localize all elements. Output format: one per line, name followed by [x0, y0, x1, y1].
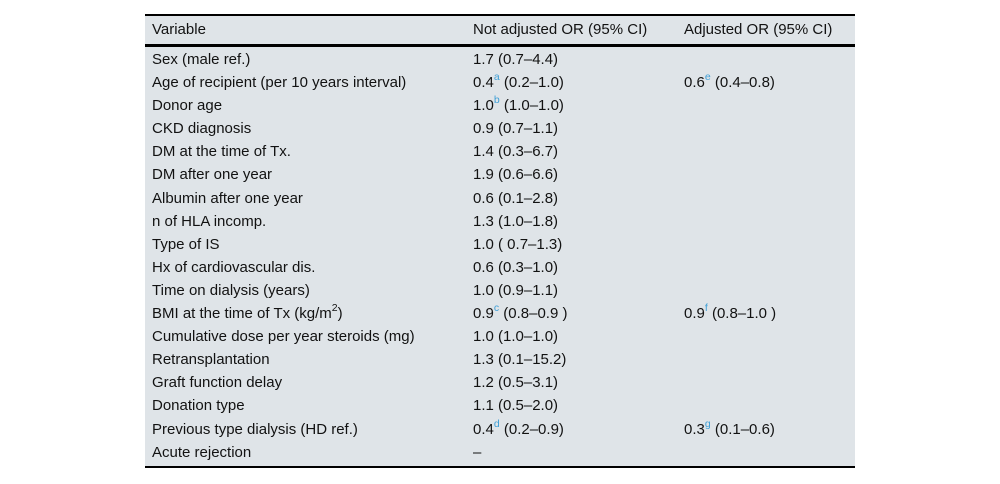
- cell-adjusted: [684, 394, 855, 417]
- table-row: BMI at the time of Tx (kg/m2) 0.9c (0.8–0…: [145, 302, 855, 325]
- cell-variable: BMI at the time of Tx (kg/m2): [152, 302, 343, 323]
- cell-not-adjusted: 1.0 (0.9–1.1): [473, 281, 559, 299]
- cell-variable: DM after one year: [152, 166, 273, 184]
- table-row: DM at the time of Tx. 1.4 (0.3–6.7): [145, 140, 855, 163]
- cell-not-adjusted: 1.7 (0.7–4.4): [473, 51, 559, 68]
- cell-variable: Acute rejection: [152, 443, 252, 461]
- table-row: Time on dialysis (years) 1.0 (0.9–1.1): [145, 279, 855, 302]
- table-row: Hx of cardiovascular dis. 0.6 (0.3–1.0): [145, 256, 855, 279]
- table-row: Cumulative dose per year steroids (mg) 1.…: [145, 325, 855, 348]
- cell-variable: Retransplantation: [152, 351, 270, 369]
- column-header-variable: Variable: [152, 21, 206, 38]
- cell-not-adjusted: 1.3 (0.1–15.2): [473, 351, 567, 369]
- cell-not-adjusted: 1.2 (0.5–3.1): [473, 374, 559, 392]
- cell-variable: Sex (male ref.): [152, 51, 251, 68]
- table-row: Acute rejection –: [145, 441, 855, 464]
- cell-adjusted: [684, 348, 855, 371]
- table-row: Age of recipient (per 10 years interval)…: [145, 71, 855, 94]
- table-row: Sex (male ref.) 1.7 (0.7–4.4): [145, 48, 855, 71]
- table-row: Type of IS 1.0 ( 0.7–1.3): [145, 233, 855, 256]
- table-row: n of HLA incomp. 1.3 (1.0–1.8): [145, 210, 855, 233]
- cell-adjusted: 0.6e (0.4–0.8): [684, 71, 775, 92]
- table-row: Donation type 1.1 (0.5–2.0): [145, 394, 855, 417]
- cell-not-adjusted: 1.9 (0.6–6.6): [473, 166, 559, 184]
- cell-adjusted: [684, 187, 855, 210]
- cell-adjusted: [684, 140, 855, 163]
- odds-ratio-table: Variable Not adjusted OR (95% CI) Adjust…: [145, 14, 855, 468]
- cell-adjusted: [684, 163, 855, 186]
- cell-adjusted: [684, 210, 855, 233]
- table-row: Previous type dialysis (HD ref.) 0.4d (0.…: [145, 418, 855, 441]
- cell-not-adjusted: 1.3 (1.0–1.8): [473, 212, 559, 230]
- cell-adjusted: [684, 441, 855, 464]
- cell-not-adjusted: 1.4 (0.3–6.7): [473, 143, 559, 161]
- table-body: Sex (male ref.) 1.7 (0.7–4.4) Age of recip…: [145, 47, 855, 466]
- cell-not-adjusted: 0.6 (0.3–1.0): [473, 258, 559, 276]
- cell-adjusted: [684, 371, 855, 394]
- cell-variable: Hx of cardiovascular dis.: [152, 258, 316, 276]
- table-row: Graft function delay 1.2 (0.5–3.1): [145, 371, 855, 394]
- cell-adjusted: [684, 233, 855, 256]
- cell-variable: Albumin after one year: [152, 189, 303, 207]
- cell-variable: DM at the time of Tx.: [152, 143, 291, 161]
- cell-variable: Age of recipient (per 10 years interval): [152, 74, 407, 92]
- cell-adjusted: [684, 279, 855, 302]
- column-header-adjusted-or: Adjusted OR (95% CI): [684, 21, 833, 38]
- cell-not-adjusted: 0.9c (0.8–0.9 ): [473, 302, 568, 323]
- cell-variable: n of HLA incomp.: [152, 212, 267, 230]
- table-row: Albumin after one year 0.6 (0.1–2.8): [145, 187, 855, 210]
- cell-not-adjusted: 1.1 (0.5–2.0): [473, 397, 559, 415]
- table-row: DM after one year 1.9 (0.6–6.6): [145, 163, 855, 186]
- cell-variable: Donation type: [152, 397, 245, 415]
- cell-adjusted: [684, 94, 855, 117]
- column-header-not-adjusted-or: Not adjusted OR (95% CI): [473, 21, 648, 38]
- cell-variable: Graft function delay: [152, 374, 283, 392]
- table-row: Retransplantation 1.3 (0.1–15.2): [145, 348, 855, 371]
- cell-not-adjusted: 1.0b (1.0–1.0): [473, 94, 564, 115]
- cell-adjusted: 0.3g (0.1–0.6): [684, 417, 775, 438]
- cell-not-adjusted: 1.0 ( 0.7–1.3): [473, 235, 563, 253]
- cell-not-adjusted: 0.4d (0.2–0.9): [473, 417, 564, 438]
- cell-not-adjusted: 0.9 (0.7–1.1): [473, 120, 559, 138]
- cell-adjusted: [684, 256, 855, 279]
- cell-variable: Time on dialysis (years): [152, 281, 310, 299]
- table-header-row: Variable Not adjusted OR (95% CI) Adjust…: [145, 16, 855, 47]
- cell-adjusted: [684, 117, 855, 140]
- cell-variable: Cumulative dose per year steroids (mg): [152, 328, 415, 346]
- cell-adjusted: 0.9f (0.8–1.0 ): [684, 302, 777, 323]
- cell-not-adjusted: –: [473, 443, 482, 461]
- cell-variable: Type of IS: [152, 235, 220, 253]
- cell-adjusted: [684, 325, 855, 348]
- cell-variable: CKD diagnosis: [152, 120, 252, 138]
- cell-adjusted: [684, 48, 855, 71]
- cell-not-adjusted: 1.0 (1.0–1.0): [473, 328, 559, 346]
- cell-not-adjusted: 0.4a (0.2–1.0): [473, 71, 564, 92]
- cell-variable: Previous type dialysis (HD ref.): [152, 420, 358, 438]
- table-row: CKD diagnosis 0.9 (0.7–1.1): [145, 117, 855, 140]
- table-row: Donor age 1.0b (1.0–1.0): [145, 94, 855, 117]
- cell-variable: Donor age: [152, 97, 223, 115]
- cell-not-adjusted: 0.6 (0.1–2.8): [473, 189, 559, 207]
